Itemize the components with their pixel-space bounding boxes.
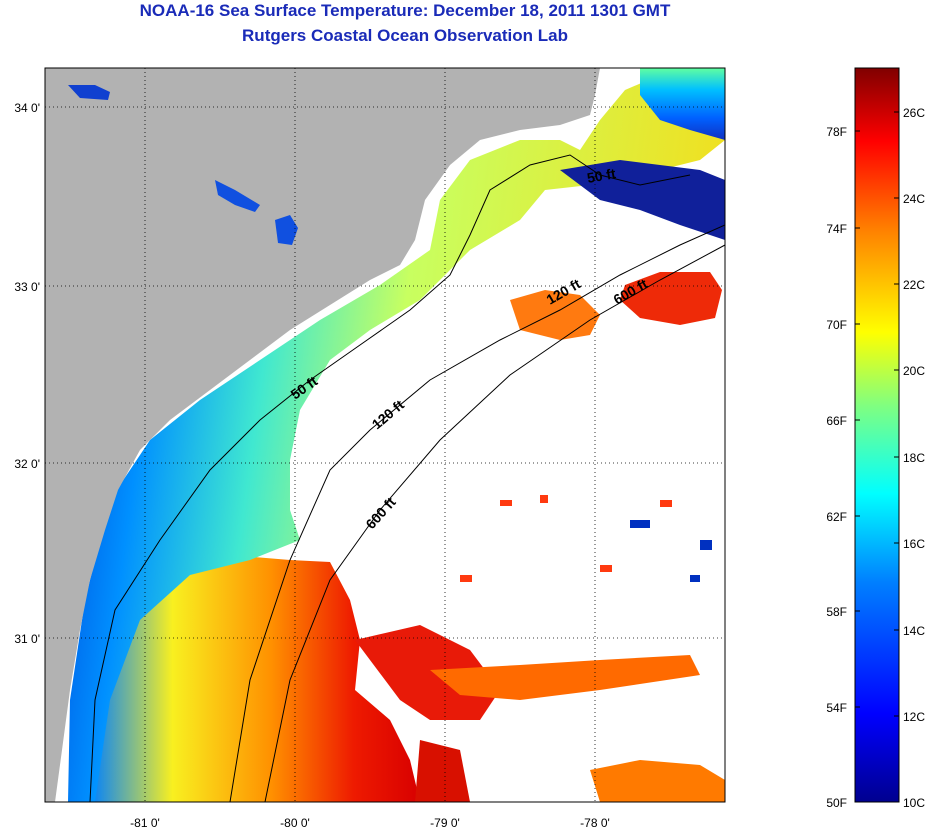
land-area [45,68,600,802]
colorbar-f-label: 50F [826,796,847,810]
inland-lake [275,215,298,245]
colorbar-f-label: 58F [826,605,847,619]
lon-label: -81 0' [130,816,160,830]
coastal-water-region [68,70,725,802]
northern-water-region [640,68,725,140]
colorbar-c-label: 26C [903,106,925,120]
colorbar-c-label: 18C [903,451,925,465]
isobath-50ft [89,154,691,802]
colorbar-c-label: 16C [903,537,925,551]
colorbar-f-label: 74F [826,222,847,236]
isobath-120ft [229,224,725,802]
contour-label: 50 ft [586,165,617,186]
map-grid [45,68,725,802]
colorbar-c-label: 20C [903,364,925,378]
warm-patch [620,272,722,325]
map-subtitle: Rutgers Coastal Ocean Observation Lab [242,26,568,45]
isobath-600ft [264,244,725,802]
colorbar-c-label: 24C [903,192,925,206]
lat-label: 32 0' [14,457,40,471]
lon-label: -78 0' [580,816,610,830]
colorbar-f-label: 66F [826,414,847,428]
colorbar-f-label: 54F [826,701,847,715]
colorbar-c-scale [894,111,899,717]
lon-label: -79 0' [430,816,460,830]
colorbar-c-label: 14C [903,624,925,638]
warm-water-region [90,555,420,802]
warm-patch [430,655,700,700]
warm-patch [510,290,600,340]
colorbar-f-scale [855,130,860,708]
offshore-specks [630,520,712,582]
warm-patch [415,740,470,802]
colorbar-c-label: 10C [903,796,925,810]
map-frame [44,67,726,803]
lat-label: 31 0' [14,632,40,646]
colorbar-f-label: 62F [826,510,847,524]
colorbar-c-label: 22C [903,278,925,292]
lat-label: 33 0' [14,280,40,294]
colorbar-f-label: 70F [826,318,847,332]
inland-lake [68,85,110,100]
warm-patch [590,760,725,802]
warm-patch [355,625,500,720]
lat-label: 34 0' [14,101,40,115]
colorbar-f-label: 78F [826,125,847,139]
colorbar [854,67,900,803]
cold-patch [560,160,725,240]
colorbar-c-label: 12C [903,710,925,724]
map-title: NOAA-16 Sea Surface Temperature: Decembe… [139,1,671,20]
inland-lake [215,180,260,212]
lon-label: -80 0' [280,816,310,830]
